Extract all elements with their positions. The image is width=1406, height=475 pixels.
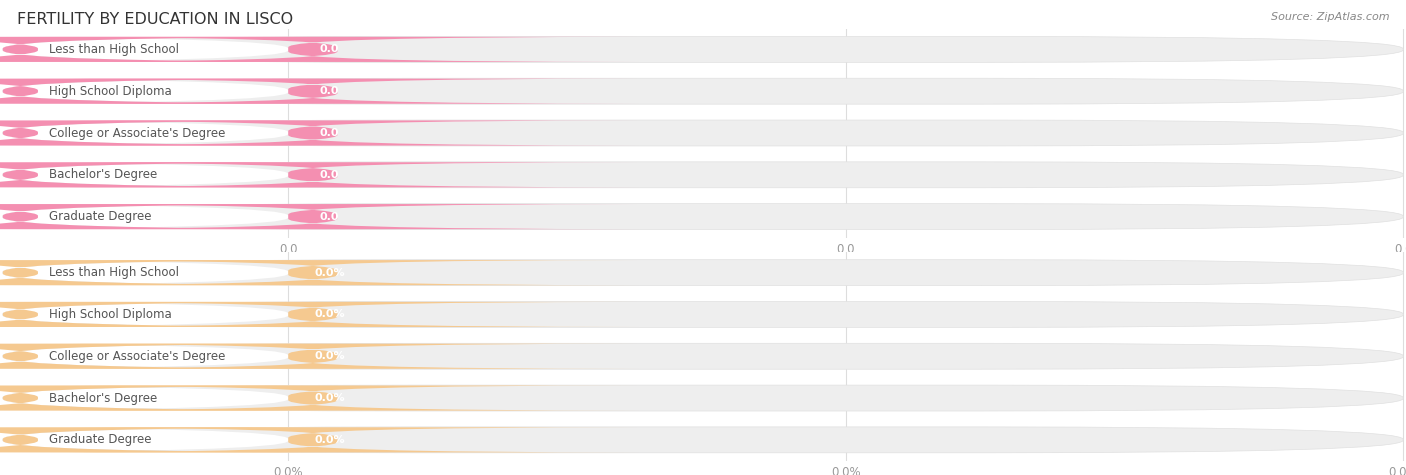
FancyBboxPatch shape [3,302,1403,327]
FancyBboxPatch shape [0,37,396,62]
FancyBboxPatch shape [3,78,1403,104]
FancyBboxPatch shape [3,37,1403,62]
Text: Source: ZipAtlas.com: Source: ZipAtlas.com [1271,12,1389,22]
Text: Bachelor's Degree: Bachelor's Degree [49,168,157,181]
Text: Graduate Degree: Graduate Degree [49,433,152,446]
FancyBboxPatch shape [0,204,640,229]
Text: 0.0: 0.0 [321,44,339,55]
FancyBboxPatch shape [0,162,396,187]
Text: 0.0: 0.0 [321,128,339,138]
FancyBboxPatch shape [0,79,396,104]
Text: Bachelor's Degree: Bachelor's Degree [49,391,157,405]
FancyBboxPatch shape [0,204,396,229]
Text: 0.0%: 0.0% [315,393,344,403]
FancyBboxPatch shape [3,120,1403,146]
FancyBboxPatch shape [0,121,640,145]
Text: 0.0: 0.0 [321,211,339,222]
FancyBboxPatch shape [3,427,1403,453]
FancyBboxPatch shape [0,121,396,145]
FancyBboxPatch shape [0,121,396,145]
FancyBboxPatch shape [0,260,396,285]
FancyBboxPatch shape [3,385,1403,411]
Text: College or Associate's Degree: College or Associate's Degree [49,350,225,363]
Text: High School Diploma: High School Diploma [49,308,172,321]
FancyBboxPatch shape [0,204,396,229]
FancyBboxPatch shape [0,302,640,327]
FancyBboxPatch shape [0,162,640,187]
Text: High School Diploma: High School Diploma [49,85,172,98]
Text: Less than High School: Less than High School [49,43,179,56]
FancyBboxPatch shape [0,79,396,104]
FancyBboxPatch shape [0,302,396,327]
FancyBboxPatch shape [0,386,640,410]
FancyBboxPatch shape [0,302,396,327]
FancyBboxPatch shape [3,204,1403,229]
FancyBboxPatch shape [3,260,1403,285]
Text: 0.0%: 0.0% [315,435,344,445]
FancyBboxPatch shape [3,343,1403,369]
Text: 0.0%: 0.0% [315,267,344,278]
FancyBboxPatch shape [0,344,640,369]
FancyBboxPatch shape [0,37,640,62]
FancyBboxPatch shape [0,162,396,187]
Text: 0.0: 0.0 [321,170,339,180]
Text: Less than High School: Less than High School [49,266,179,279]
Text: 0.0%: 0.0% [315,351,344,361]
FancyBboxPatch shape [0,386,396,410]
Text: FERTILITY BY EDUCATION IN LISCO: FERTILITY BY EDUCATION IN LISCO [17,12,292,27]
FancyBboxPatch shape [0,344,396,369]
FancyBboxPatch shape [0,428,396,452]
FancyBboxPatch shape [0,386,396,410]
Text: 0.0%: 0.0% [315,309,344,320]
FancyBboxPatch shape [0,79,640,104]
FancyBboxPatch shape [0,344,396,369]
Text: College or Associate's Degree: College or Associate's Degree [49,126,225,140]
FancyBboxPatch shape [0,260,396,285]
Text: 0.0: 0.0 [321,86,339,96]
FancyBboxPatch shape [0,428,640,452]
FancyBboxPatch shape [0,428,396,452]
Text: Graduate Degree: Graduate Degree [49,210,152,223]
FancyBboxPatch shape [3,162,1403,188]
FancyBboxPatch shape [0,260,640,285]
FancyBboxPatch shape [0,37,396,62]
